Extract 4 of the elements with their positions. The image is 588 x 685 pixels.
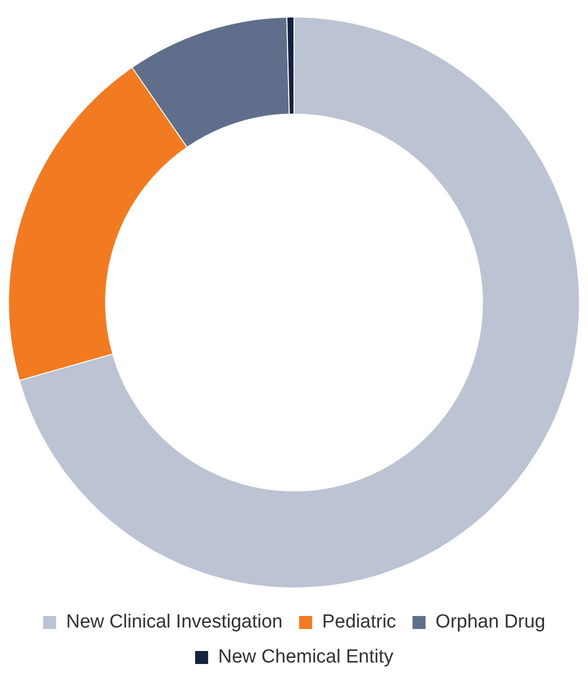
legend-label: Orphan Drug [436, 612, 546, 633]
legend-label: Pediatric [322, 612, 396, 633]
legend-label: New Chemical Entity [218, 646, 394, 668]
legend-label: New Clinical Investigation [66, 612, 283, 633]
